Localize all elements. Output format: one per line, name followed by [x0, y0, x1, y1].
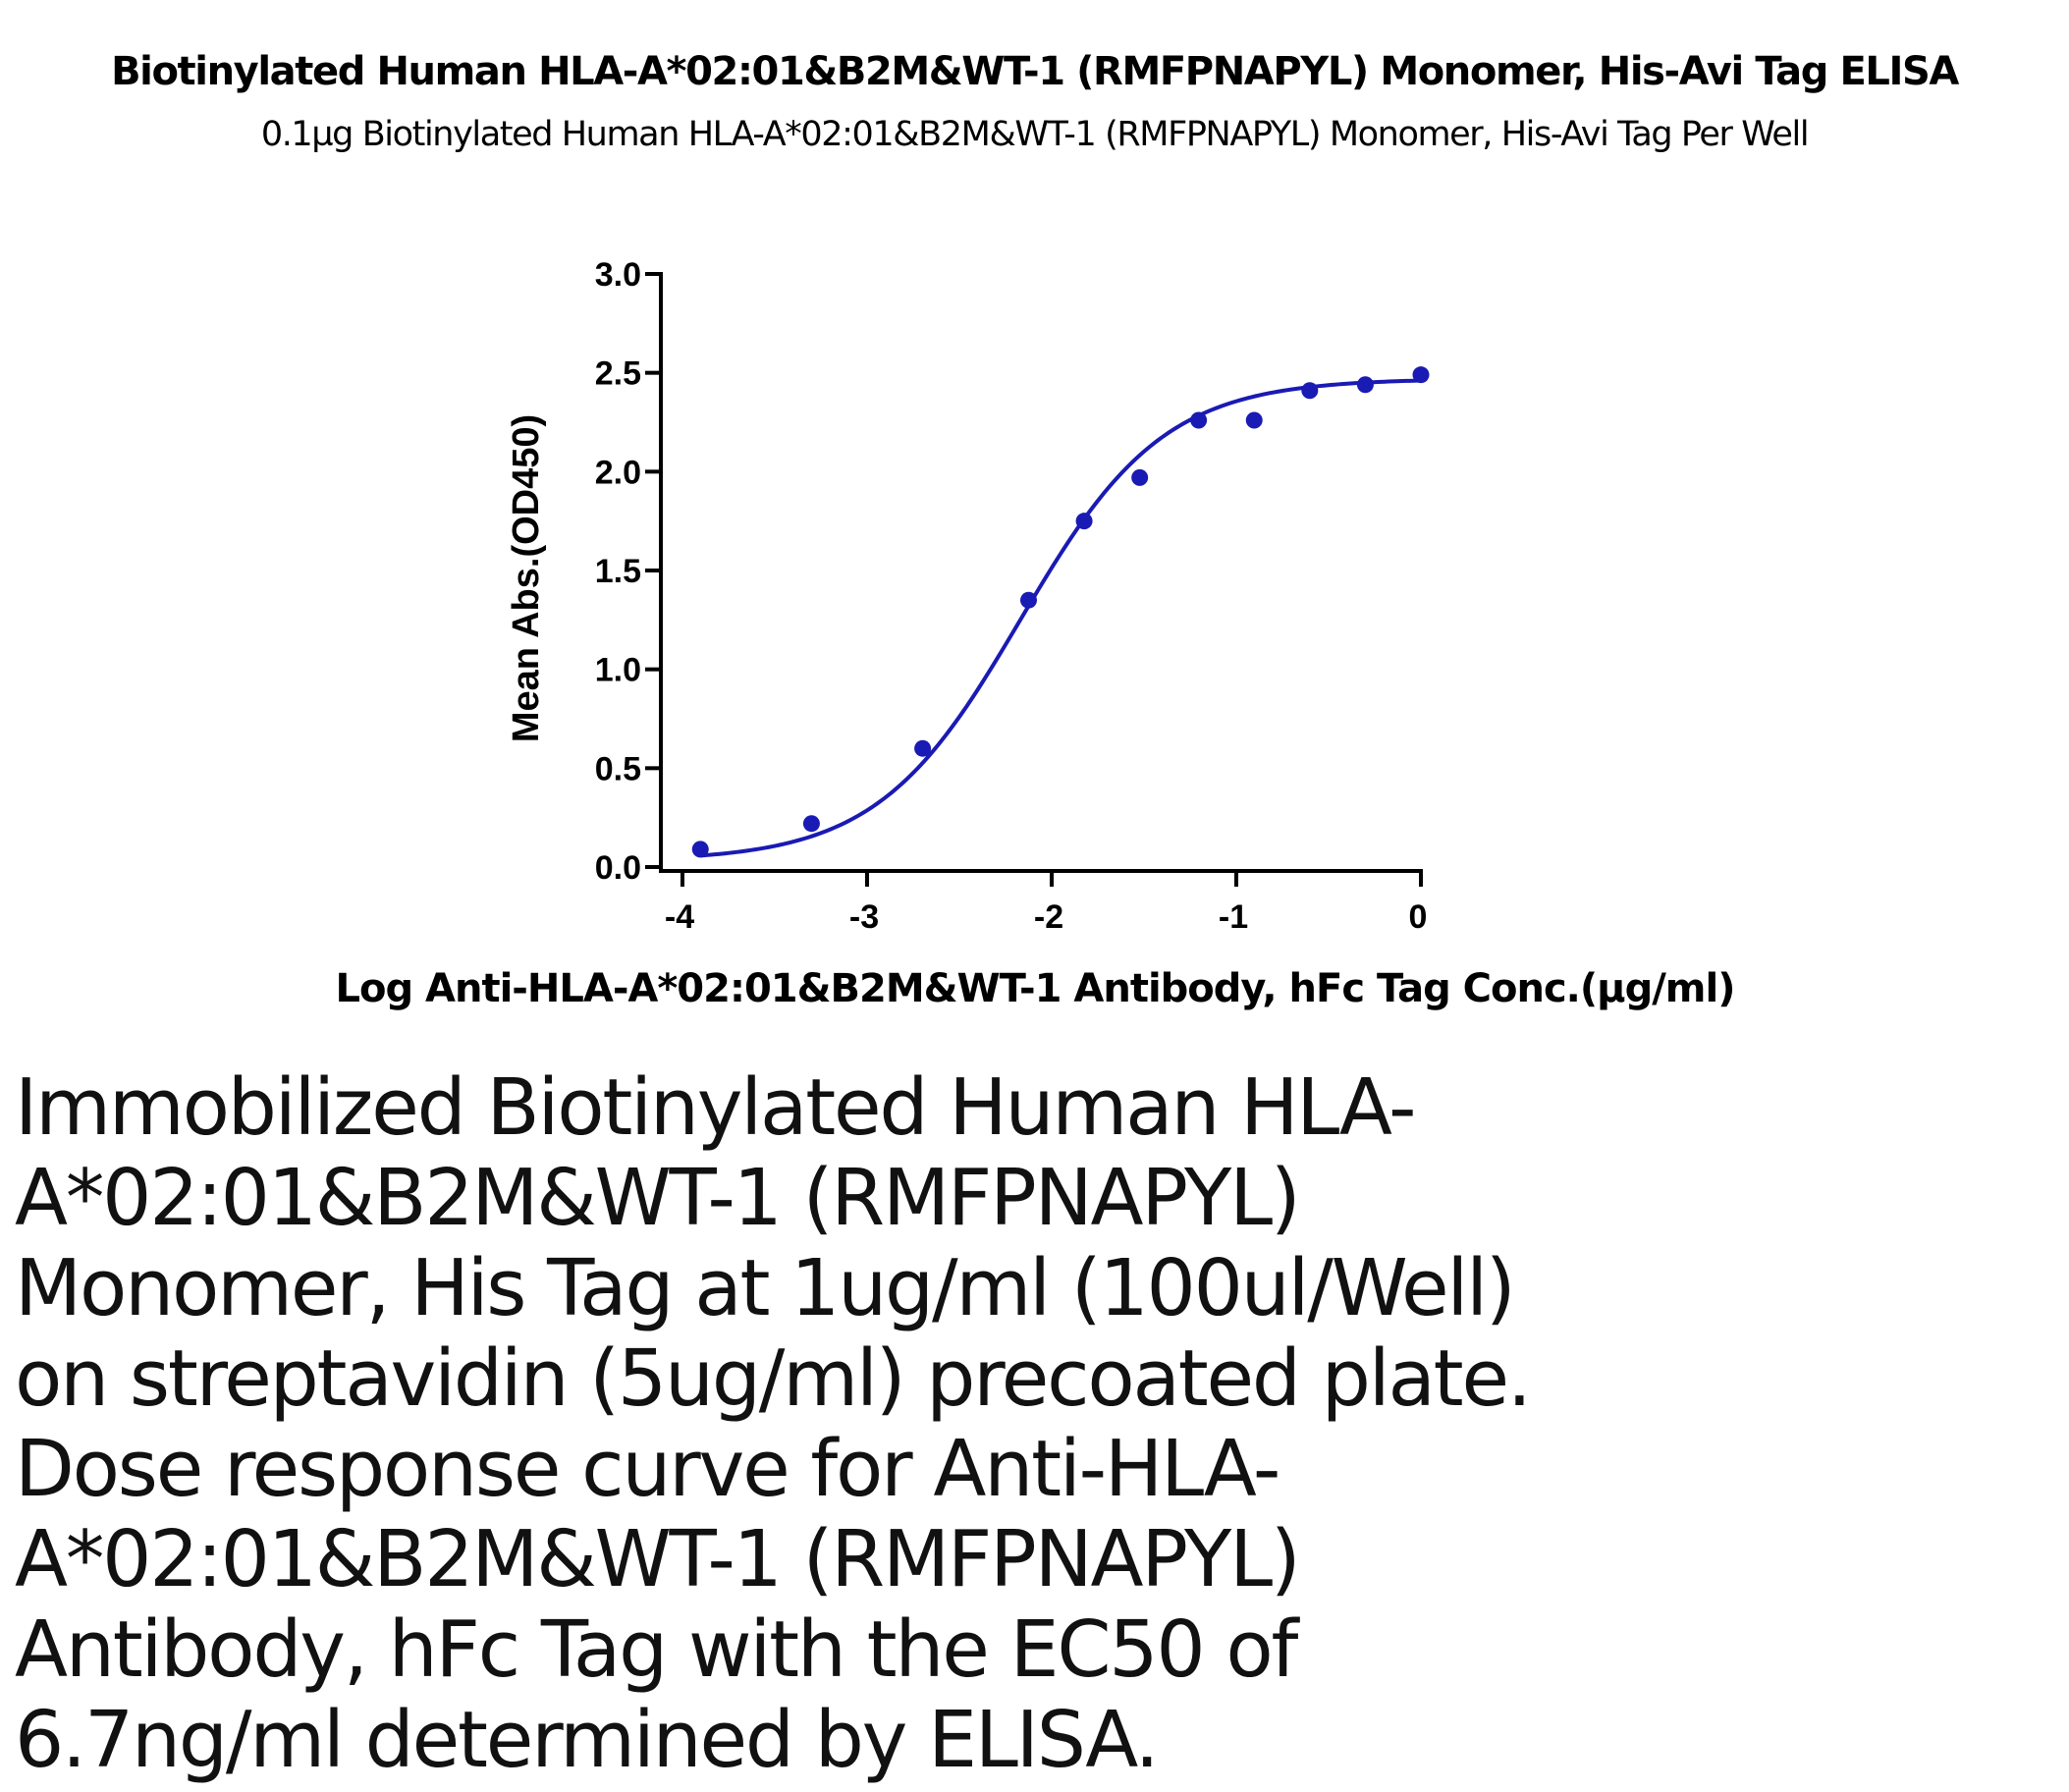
elisa-dose-response-chart: 0.0 0.5 1.0 1.5 2.0 2.5 3.0 -4 -3 -2 -1 0 Log Anti-…: [336, 256, 1736, 1011]
axes: 0.0 0.5 1.0 1.5 2.0 2.5 3.0 -4 -3 -2 -1 0: [595, 256, 1428, 936]
data-points: [691, 366, 1430, 858]
fit-curve: [700, 378, 1422, 858]
y-tick-label: 3.0: [595, 256, 641, 294]
y-tick-label: 1.0: [595, 652, 641, 689]
x-tick-label: -3: [849, 898, 879, 936]
data-point: [1131, 468, 1149, 486]
y-tick-label: 2.0: [595, 454, 641, 491]
data-point: [914, 739, 932, 757]
x-tick-label: -4: [665, 898, 694, 936]
data-point: [1075, 513, 1093, 530]
data-point: [1245, 411, 1263, 429]
data-point: [1190, 411, 1208, 429]
data-point: [691, 841, 709, 858]
y-axis-label: Mean Abs.(OD450): [506, 414, 547, 742]
x-tick-label: -1: [1219, 898, 1248, 936]
figure-description: Immobilized Biotinylated Human HLA-A*02:…: [15, 1062, 1532, 1785]
chart-subtitle: 0.1µg Biotinylated Human HLA-A*02:01&B2M…: [260, 115, 1810, 154]
data-point: [1412, 366, 1430, 384]
y-tick-label: 0.5: [595, 750, 641, 787]
data-point: [1356, 376, 1374, 394]
x-tick-label: -2: [1034, 898, 1063, 936]
data-point: [802, 815, 820, 833]
x-tick-label: 0: [1409, 898, 1428, 936]
data-point: [1020, 591, 1037, 609]
data-point: [1301, 382, 1319, 400]
x-axis-label: Log Anti-HLA-A*02:01&B2M&WT-1 Antibody, …: [336, 966, 1735, 1011]
y-tick-label: 0.0: [595, 849, 641, 887]
y-tick-label: 2.5: [595, 355, 641, 393]
chart-title: Biotinylated Human HLA-A*02:01&B2M&WT-1 …: [111, 49, 1959, 94]
y-tick-label: 1.5: [595, 553, 641, 590]
